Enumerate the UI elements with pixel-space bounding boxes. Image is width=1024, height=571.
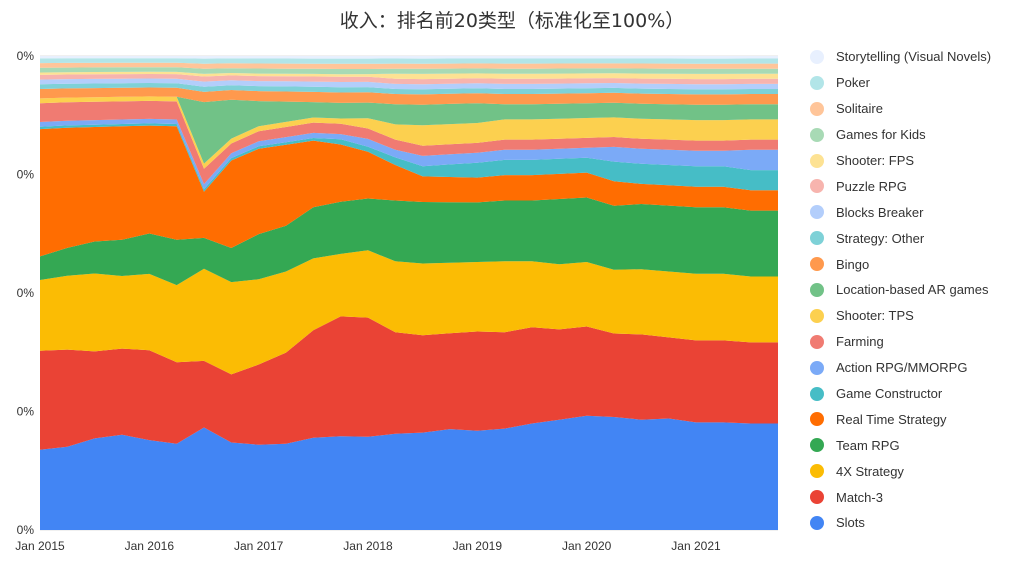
x-tick-label: Jan 2017 [234, 539, 284, 553]
x-tick-label: Jan 2021 [671, 539, 721, 553]
legend-swatch [810, 231, 824, 246]
legend-label: Storytelling (Visual Novels) [836, 49, 992, 65]
legend-swatch [810, 75, 824, 90]
legend-label: Strategy: Other [836, 230, 925, 246]
area-series-action-rpg-mmorpg [40, 118, 778, 190]
legend-item-storytelling-visual-novels[interactable]: Storytelling (Visual Novels) [810, 44, 1022, 70]
legend-swatch [810, 308, 824, 323]
legend-item-farming[interactable]: Farming [810, 329, 1022, 355]
area-series-group [40, 56, 778, 530]
legend-swatch [810, 282, 824, 297]
legend-item-game-constructor[interactable]: Game Constructor [810, 381, 1022, 407]
legend-swatch [810, 515, 824, 530]
area-series-shooter-tps [40, 96, 778, 169]
legend-swatch [810, 334, 824, 349]
legend-label: Slots [836, 515, 865, 531]
legend-label: Bingo [836, 256, 870, 272]
legend-swatch [810, 127, 824, 142]
area-series-solitaire [40, 62, 778, 69]
legend-item-shooter-fps[interactable]: Shooter: FPS [810, 148, 1022, 174]
legend-label: Real Time Strategy [836, 411, 947, 427]
legend-item-action-rpg-mmorpg[interactable]: Action RPG/MMORPG [810, 355, 1022, 381]
legend-label: Farming [836, 334, 884, 350]
area-series-games-for-kids [40, 67, 778, 75]
legend-label: Shooter: TPS [836, 308, 914, 324]
legend-label: Blocks Breaker [836, 204, 924, 220]
legend-label: Solitaire [836, 101, 883, 117]
y-tick-label: 0% [17, 168, 35, 182]
y-tick-label: 0% [17, 286, 35, 300]
legend-label: Action RPG/MMORPG [836, 360, 968, 376]
legend-swatch [810, 101, 824, 116]
area-series-farming [40, 100, 778, 185]
legend-item-real-time-strategy[interactable]: Real Time Strategy [810, 406, 1022, 432]
legend-label: Game Constructor [836, 386, 943, 402]
legend-item-poker[interactable]: Poker [810, 70, 1022, 96]
area-series-location-based-ar-games [40, 96, 778, 164]
legend-swatch [810, 257, 824, 272]
legend-item-location-based-ar-games[interactable]: Location-based AR games [810, 277, 1022, 303]
legend-swatch [810, 386, 824, 401]
legend-label: Location-based AR games [836, 282, 989, 298]
legend-label: Match-3 [836, 489, 883, 505]
legend-swatch [810, 464, 824, 479]
area-series-storytelling-visual-novels [40, 56, 778, 59]
legend-swatch [810, 49, 824, 64]
legend-swatch [810, 490, 824, 505]
legend-label: Puzzle RPG [836, 178, 907, 194]
legend-item-solitaire[interactable]: Solitaire [810, 96, 1022, 122]
legend-swatch [810, 179, 824, 194]
x-tick-label: Jan 2016 [125, 539, 175, 553]
legend-item-team-rpg[interactable]: Team RPG [810, 432, 1022, 458]
legend-item-puzzle-rpg[interactable]: Puzzle RPG [810, 173, 1022, 199]
y-tick-label: 0% [17, 49, 35, 63]
legend-swatch [810, 438, 824, 453]
legend-label: 4X Strategy [836, 463, 904, 479]
area-series-strategy-other [40, 83, 778, 95]
area-series-slots [40, 415, 778, 530]
chart-title: 收入：排名前20类型（标准化至100%） [339, 10, 685, 32]
legend-swatch [810, 360, 824, 375]
x-tick-label: Jan 2015 [15, 539, 65, 553]
area-series-puzzle-rpg [40, 74, 778, 85]
stacked-area-chart: 0% 0% 0% 0% 0% Jan 2015 Jan 2016 Jan 2017 Jan 20… [15, 49, 778, 553]
legend: Storytelling (Visual Novels) Poker Solitai… [810, 44, 1022, 536]
legend-item-bingo[interactable]: Bingo [810, 251, 1022, 277]
legend-label: Games for Kids [836, 127, 926, 143]
area-series-poker [40, 58, 778, 64]
legend-item-4x-strategy[interactable]: 4X Strategy [810, 458, 1022, 484]
area-series-4x-strategy [40, 250, 778, 375]
legend-item-blocks-breaker[interactable]: Blocks Breaker [810, 199, 1022, 225]
legend-item-strategy-other[interactable]: Strategy: Other [810, 225, 1022, 251]
legend-label: Poker [836, 75, 870, 91]
y-tick-label: 0% [17, 523, 35, 537]
x-tick-label: Jan 2018 [343, 539, 393, 553]
x-tick-label: Jan 2020 [562, 539, 612, 553]
area-series-shooter-fps [40, 71, 778, 80]
y-tick-label: 0% [17, 405, 35, 419]
area-series-real-time-strategy [40, 125, 778, 257]
legend-item-shooter-tps[interactable]: Shooter: TPS [810, 303, 1022, 329]
area-series-bingo [40, 87, 778, 105]
axis-labels: 0% 0% 0% 0% 0% Jan 2015 Jan 2016 Jan 2017 Jan 20… [15, 49, 721, 553]
legend-item-games-for-kids[interactable]: Games for Kids [810, 122, 1022, 148]
legend-item-slots[interactable]: Slots [810, 510, 1022, 536]
legend-swatch [810, 412, 824, 427]
legend-swatch [810, 153, 824, 168]
area-series-game-constructor [40, 123, 778, 192]
area-series-blocks-breaker [40, 78, 778, 90]
legend-label: Team RPG [836, 437, 900, 453]
area-series-team-rpg [40, 197, 778, 286]
legend-swatch [810, 205, 824, 220]
area-series-match-3 [40, 316, 778, 450]
legend-label: Shooter: FPS [836, 153, 915, 168]
legend-item-match-3[interactable]: Match-3 [810, 484, 1022, 510]
x-tick-label: Jan 2019 [453, 539, 503, 553]
